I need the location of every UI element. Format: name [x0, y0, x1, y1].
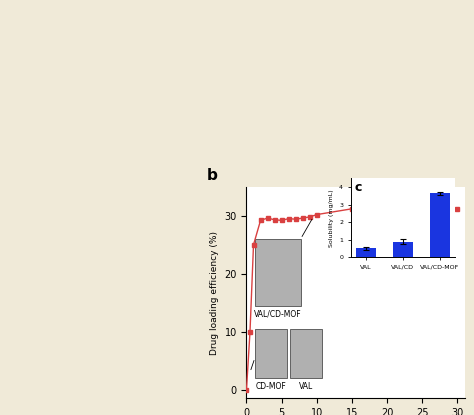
Text: b: b: [207, 168, 218, 183]
Text: VAL: VAL: [299, 381, 313, 391]
Bar: [430, 193, 450, 257]
FancyBboxPatch shape: [255, 239, 301, 305]
Text: c: c: [355, 181, 362, 194]
FancyBboxPatch shape: [290, 329, 322, 378]
Y-axis label: Drug loading efficiency (%): Drug loading efficiency (%): [210, 231, 219, 354]
FancyBboxPatch shape: [255, 329, 287, 378]
Text: CD-MOF: CD-MOF: [255, 381, 286, 391]
Y-axis label: Solubility (mg/mL): Solubility (mg/mL): [328, 189, 334, 247]
Bar: [356, 248, 376, 257]
Bar: [392, 242, 413, 257]
Text: VAL/CD-MOF: VAL/CD-MOF: [254, 310, 301, 319]
